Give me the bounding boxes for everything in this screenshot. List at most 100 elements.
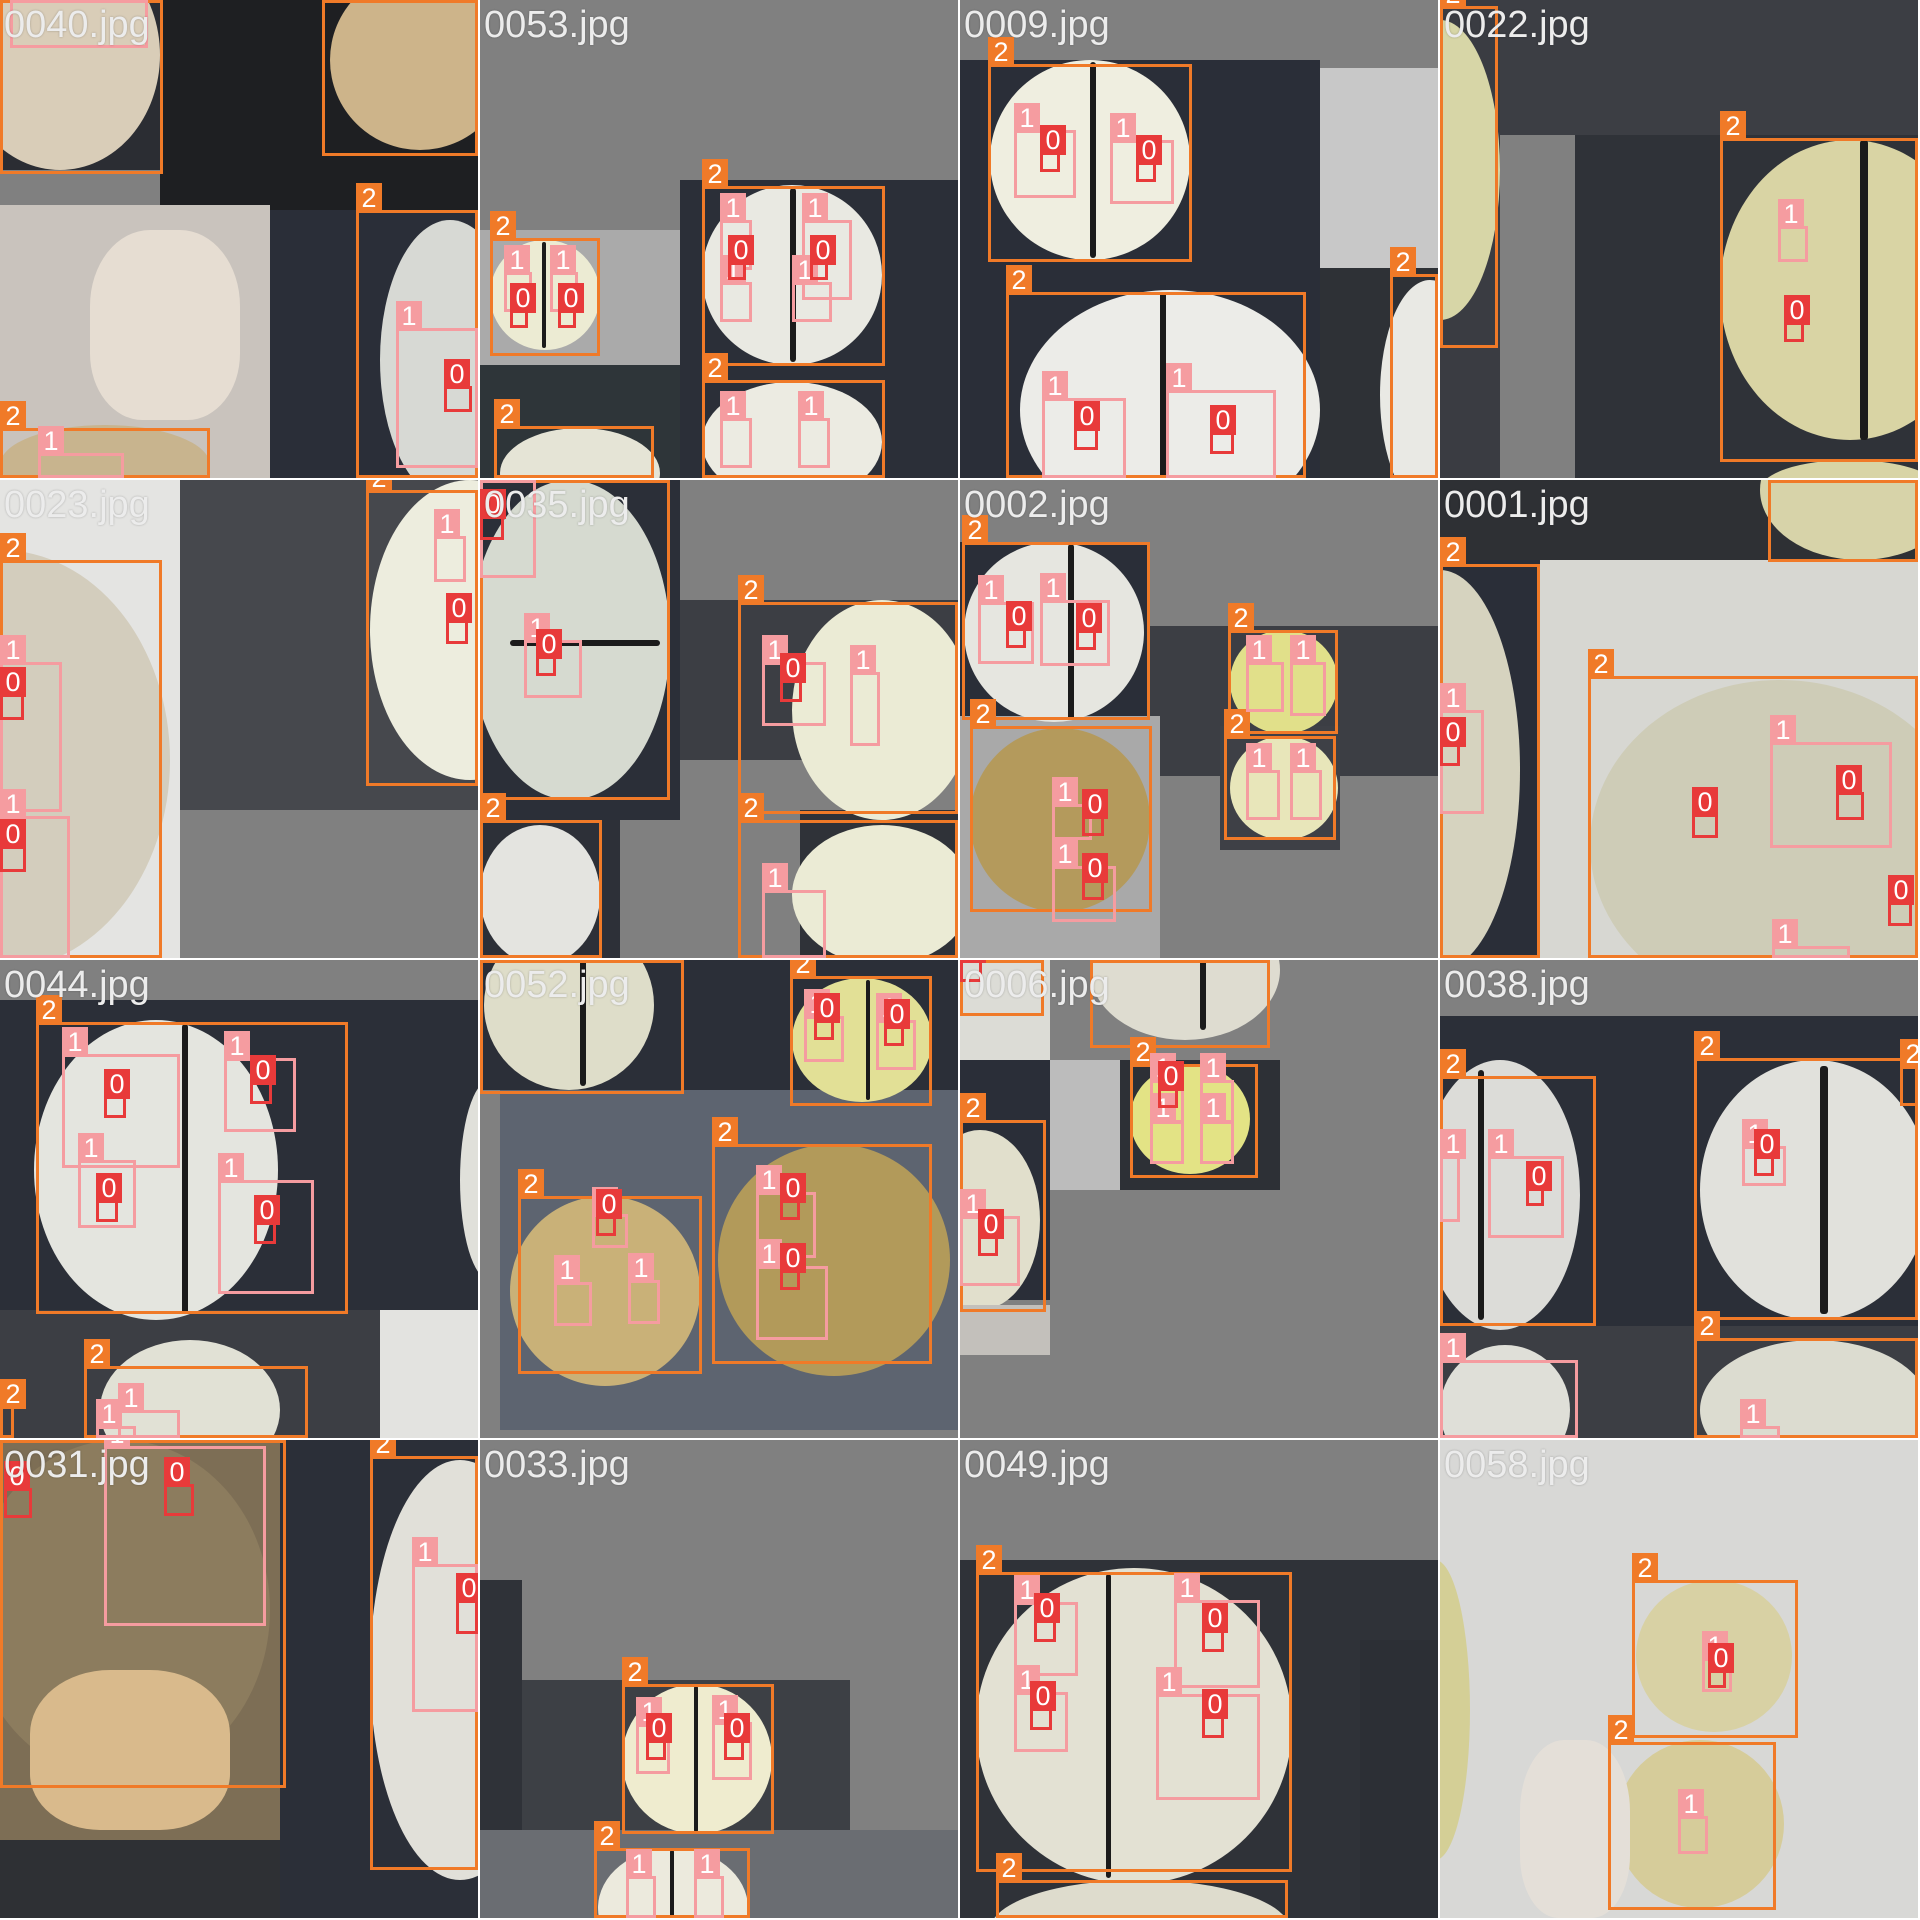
- detection-label: 2: [356, 183, 382, 213]
- detection-label: 1: [1110, 113, 1136, 143]
- tile-filename: 0023.jpg: [4, 484, 150, 526]
- detection-label: 1: [0, 635, 26, 665]
- detection-box-class-0: 0: [1082, 789, 1108, 836]
- detection-label: 1: [1440, 1333, 1466, 1363]
- detection-label: 1: [1166, 363, 1192, 393]
- detection-label: 0: [4, 1461, 30, 1491]
- detection-box-class-0: 0: [444, 359, 472, 412]
- detection-label: 2: [702, 159, 728, 189]
- detection-label: 1: [1174, 1573, 1200, 1603]
- detection-box-class-1: 1: [1246, 743, 1280, 820]
- detection-box-class-1: 1: [720, 255, 752, 322]
- detection-box-class-0: 0: [446, 593, 472, 644]
- detection-label: 0: [480, 489, 506, 519]
- detection-box-class-0: 0: [1202, 1689, 1228, 1738]
- detection-label: 0: [1202, 1689, 1228, 1719]
- detection-label: 2: [622, 1657, 648, 1687]
- detection-box-class-0: 0: [96, 1173, 122, 1222]
- detection-box-class-0: 0: [250, 1055, 276, 1104]
- detection-label: 1: [504, 245, 530, 275]
- detection-label: 1: [694, 1849, 720, 1879]
- detection-box-class-2: 2: [988, 37, 1192, 262]
- detection-box-class-1: 1: [412, 1537, 478, 1712]
- detection-label: 1: [1052, 839, 1078, 869]
- detection-label: 1: [396, 301, 422, 331]
- mosaic-tile: 2 2 2 1 1 1 0 0 0 0 0001.jpg: [1440, 480, 1918, 958]
- detection-label: 0: [780, 1243, 806, 1273]
- detection-box-class-2: 2: [996, 1853, 1288, 1918]
- detection-label: 1: [1678, 1789, 1704, 1819]
- detection-box-class-0: 0: [1074, 401, 1100, 450]
- detection-box-class-2: 2: [480, 793, 602, 958]
- detection-box-class-1: 1: [1166, 363, 1276, 478]
- detection-box-class-1: 1: [1440, 1129, 1466, 1222]
- detection-box-class-1: 1: [1174, 1573, 1260, 1688]
- detection-box-class-2: 2: [1090, 960, 1270, 1048]
- detection-label: 1: [960, 1189, 986, 1219]
- detection-label: 0: [1836, 765, 1862, 795]
- detection-box-class-2: 2: [702, 159, 885, 366]
- detection-label: 1: [1440, 1129, 1466, 1159]
- detection-label: 1: [1778, 199, 1804, 229]
- detection-label: 0: [446, 593, 472, 623]
- detection-label: 2: [84, 1339, 110, 1369]
- detection-box-class-0: 0: [456, 1573, 478, 1634]
- detection-box-class-1: 1: [554, 1255, 592, 1326]
- detection-label: 0: [728, 235, 754, 265]
- detection-label: 2: [36, 995, 62, 1025]
- detection-label: 0: [1076, 603, 1102, 633]
- detection-box-class-1: 1: [1440, 1333, 1578, 1438]
- detection-box-class-1: 1: [396, 301, 478, 468]
- tile-filename: 0002.jpg: [964, 484, 1110, 526]
- detection-box-class-1: 1: [1042, 371, 1126, 478]
- detection-label: 2: [738, 793, 764, 823]
- detection-label: 1: [850, 645, 876, 675]
- detection-label: 2: [480, 793, 506, 823]
- detection-box-class-2: 2: [84, 1339, 308, 1438]
- detection-box-class-0: 0: [104, 1069, 130, 1118]
- detection-label: 2: [1006, 265, 1032, 295]
- detection-label: 1: [1246, 743, 1272, 773]
- detection-label: 2: [370, 1440, 396, 1459]
- detection-box-class-2: 2: [702, 353, 885, 478]
- detection-box-class-1: 1: [1770, 715, 1892, 848]
- detection-box-class-0: 0: [810, 235, 836, 280]
- mosaic-tile: 2 2 1 1 1 1 0 0 0 0 0049.jpg: [960, 1440, 1438, 1918]
- detection-box-class-1: 1: [762, 863, 826, 958]
- detection-box-class-2: 2: [480, 960, 684, 1094]
- detection-label: 0: [1158, 1061, 1184, 1091]
- detection-label: 1: [792, 255, 818, 285]
- detection-label: 1: [224, 1031, 250, 1061]
- detection-label: 0: [646, 1713, 672, 1743]
- detection-label: 1: [1156, 1667, 1182, 1697]
- detection-label: 0: [596, 1189, 622, 1219]
- detection-box-class-2: 2: [738, 793, 958, 958]
- detection-label: 2: [322, 0, 348, 3]
- detection-box-class-0: 0: [1202, 1603, 1228, 1652]
- detection-label: 2: [976, 1545, 1002, 1575]
- detection-label: 1: [104, 1440, 130, 1449]
- detection-box-class-2: 2: [0, 533, 162, 958]
- detection-box-class-1: 1: [762, 635, 826, 726]
- detection-label: 1: [1246, 635, 1272, 665]
- detection-box-class-2: 2: [790, 960, 932, 1106]
- detection-box-class-1: 1: [720, 391, 752, 468]
- detection-box-class-0: 0: [1158, 1061, 1184, 1108]
- detection-label: 2: [490, 211, 516, 241]
- detection-box-class-1: 1: [62, 1027, 180, 1168]
- detection-label: 0: [444, 359, 470, 389]
- detection-label: 0: [1210, 405, 1236, 435]
- detection-box-class-1: 1: [798, 391, 830, 468]
- detection-box-class-1: 1: [38, 426, 124, 478]
- detection-label: 2: [988, 37, 1014, 67]
- tile-filename: 0009.jpg: [964, 4, 1110, 46]
- detection-label: 0: [536, 629, 562, 659]
- tile-filename: 0033.jpg: [484, 1444, 630, 1486]
- mosaic-tile: 2 2 1 0 0022.jpg: [1440, 0, 1918, 478]
- detection-label: 2: [970, 699, 996, 729]
- detection-label: 0: [1136, 135, 1162, 165]
- detection-label: 2: [1768, 480, 1794, 483]
- detection-label: 0: [1082, 789, 1108, 819]
- detection-label: 2: [0, 401, 26, 431]
